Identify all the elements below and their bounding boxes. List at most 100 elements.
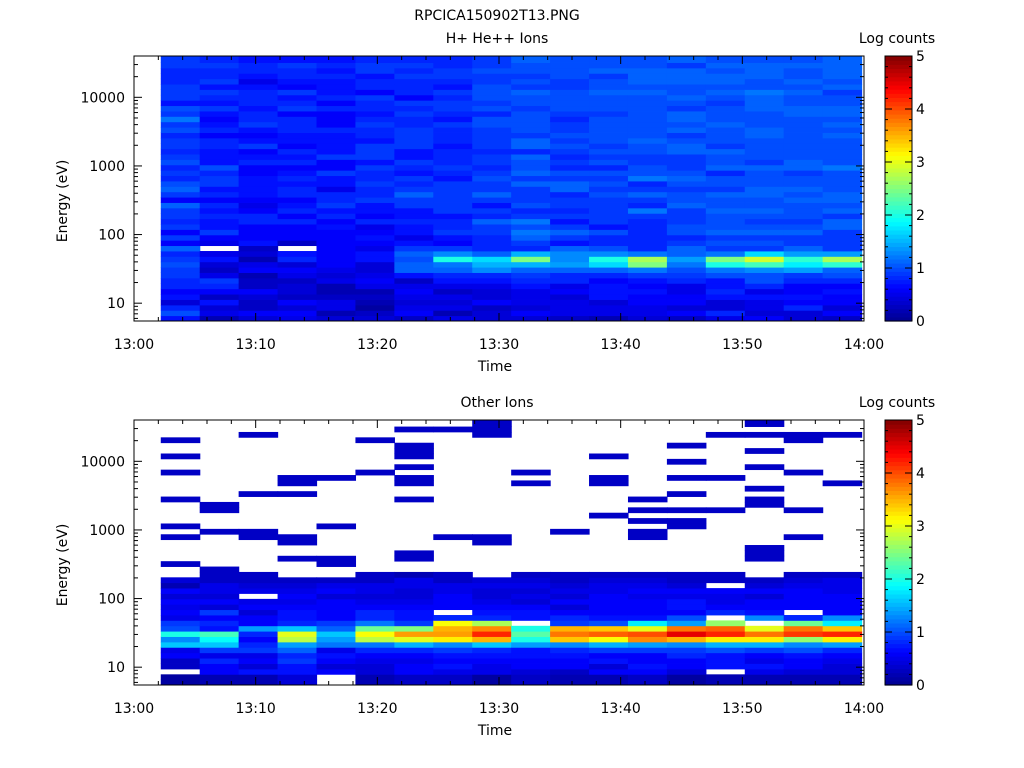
- heatmap-cell: [355, 469, 395, 476]
- colorbar-segment: [885, 130, 912, 136]
- heatmap-cell: [160, 224, 201, 230]
- heatmap-cell: [355, 652, 395, 659]
- heatmap-cell: [433, 534, 473, 541]
- heatmap-cell: [511, 191, 551, 198]
- heatmap-cell: [394, 582, 434, 589]
- heatmap-cell: [433, 164, 473, 171]
- heatmap-cell: [550, 272, 590, 279]
- heatmap-cell: [627, 245, 668, 252]
- heatmap-cell: [822, 679, 863, 686]
- heatmap-cell: [627, 181, 668, 187]
- heatmap-cell: [355, 137, 395, 144]
- heatmap-cell: [160, 132, 201, 139]
- heatmap-cell: [316, 315, 357, 322]
- heatmap-cell: [316, 175, 357, 182]
- colorbar-segment: [885, 118, 912, 123]
- heatmap-cell: [472, 582, 512, 589]
- heatmap-cell: [822, 256, 863, 263]
- heatmap-cell: [705, 175, 746, 182]
- heatmap-cell: [822, 609, 863, 616]
- heatmap-cell: [822, 89, 863, 96]
- colorbar-segment: [885, 72, 912, 78]
- heatmap-cell: [666, 593, 707, 600]
- heatmap-cell: [666, 197, 707, 203]
- heatmap-cell: [589, 277, 629, 284]
- heatmap-cell: [705, 272, 746, 279]
- heatmap-cell: [705, 127, 746, 133]
- heatmap-cell: [822, 310, 863, 317]
- heatmap-cell: [705, 593, 746, 600]
- heatmap-cell: [277, 304, 318, 311]
- heatmap-cell: [705, 267, 746, 273]
- heatmap-cell: [355, 620, 395, 627]
- heatmap-cell: [822, 181, 863, 187]
- heatmap-cell: [472, 56, 512, 63]
- heatmap-cell: [589, 256, 629, 263]
- heatmap-cell: [355, 625, 395, 632]
- heatmap-cell: [433, 191, 473, 198]
- heatmap-cell: [394, 315, 434, 322]
- heatmap-cell: [666, 615, 707, 621]
- heatmap-cell: [394, 84, 434, 90]
- heatmap-cell: [277, 475, 318, 481]
- heatmap-cell: [511, 234, 551, 241]
- heatmap-cell: [277, 555, 318, 562]
- heatmap-cell: [589, 84, 629, 90]
- colorbar-segment: [885, 577, 912, 583]
- heatmap-cell: [589, 636, 629, 643]
- heatmap-cell: [511, 641, 551, 648]
- colorbar-segment: [885, 151, 912, 156]
- heatmap-cell: [744, 116, 785, 123]
- heatmap-cell: [160, 437, 201, 444]
- heatmap-cell: [511, 186, 551, 193]
- heatmap-cell: [511, 315, 551, 322]
- heatmap-cell: [783, 283, 824, 290]
- heatmap-cell: [433, 426, 473, 433]
- heatmap-cell: [316, 224, 357, 230]
- heatmap-cell: [822, 288, 863, 295]
- heatmap-cell: [783, 229, 824, 236]
- heatmap-cell: [783, 197, 824, 203]
- heatmap-cell: [627, 496, 668, 503]
- heatmap-cell: [472, 261, 512, 268]
- heatmap-cell: [550, 652, 590, 659]
- heatmap-cell: [433, 234, 473, 241]
- heatmap-cell: [238, 181, 279, 187]
- heatmap-cell: [705, 121, 746, 128]
- heatmap-cell: [550, 261, 590, 268]
- heatmap-cell: [238, 679, 279, 686]
- heatmap-cell: [550, 674, 590, 681]
- heatmap-cell: [511, 631, 551, 637]
- heatmap-cell: [238, 491, 279, 497]
- heatmap-cell: [238, 431, 279, 438]
- heatmap-cell: [627, 310, 668, 317]
- heatmap-cell: [511, 143, 551, 150]
- heatmap-cell: [822, 245, 863, 252]
- heatmap-cell: [433, 272, 473, 279]
- y-tick-label: 100: [98, 592, 125, 608]
- heatmap-cell: [433, 137, 473, 144]
- heatmap-cell: [783, 240, 824, 247]
- colorbar-segment: [885, 469, 912, 475]
- heatmap-cell: [433, 256, 473, 263]
- colorbar-segment: [885, 60, 912, 65]
- heatmap-cell: [589, 652, 629, 659]
- heatmap-cell: [160, 593, 201, 600]
- heatmap-cell: [822, 56, 863, 63]
- heatmap-cell: [822, 251, 863, 257]
- heatmap-cell: [355, 577, 395, 584]
- heatmap-cell: [705, 475, 746, 481]
- heatmap-cell: [822, 636, 863, 643]
- heatmap-cell: [822, 191, 863, 198]
- colorbar-segment: [885, 192, 912, 198]
- heatmap-cell: [705, 299, 746, 306]
- heatmap-cell: [199, 186, 240, 193]
- heatmap-cell: [511, 299, 551, 306]
- heatmap-cell: [277, 148, 318, 155]
- heatmap-cell: [355, 641, 395, 648]
- heatmap-cell: [550, 100, 590, 107]
- colorbar-segment: [885, 494, 912, 500]
- heatmap-cell: [627, 679, 668, 686]
- heatmap-cell: [160, 267, 201, 273]
